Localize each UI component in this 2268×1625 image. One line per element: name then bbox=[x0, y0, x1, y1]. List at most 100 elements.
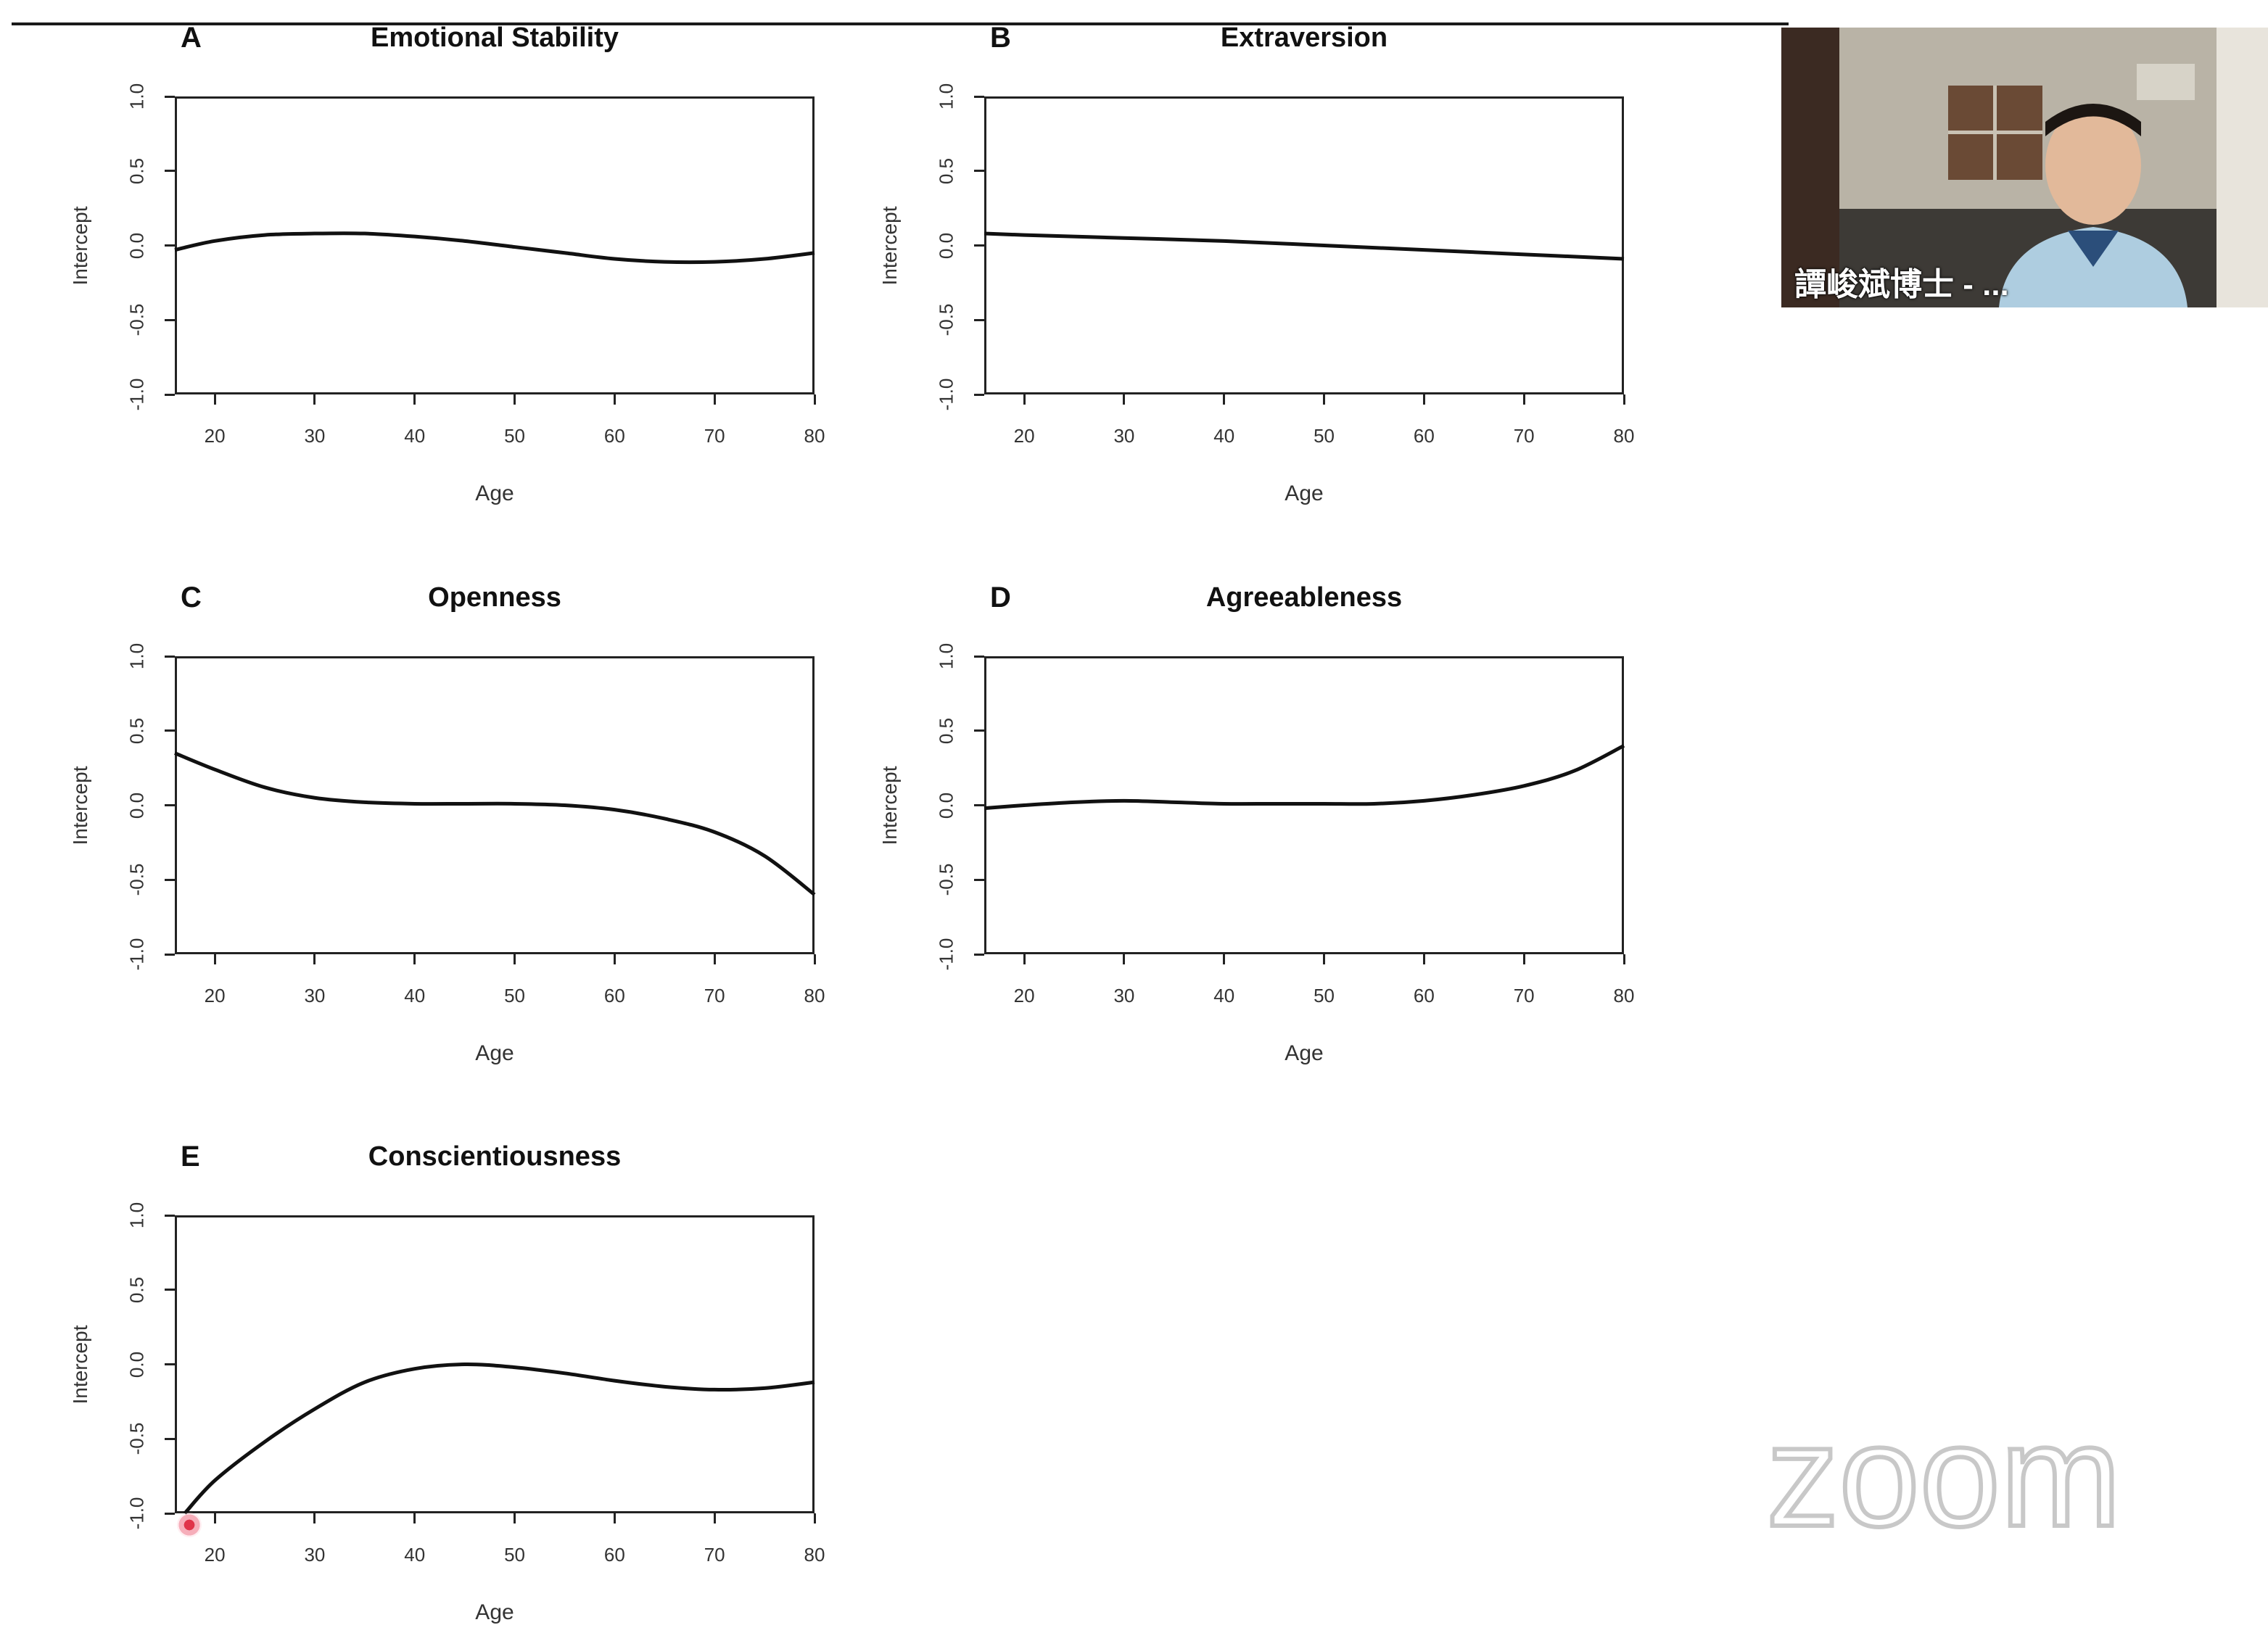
y-tick-mark bbox=[165, 318, 175, 321]
y-tick-mark bbox=[165, 1512, 175, 1515]
x-tick-mark bbox=[514, 1513, 516, 1523]
data-line-conscientiousness bbox=[183, 1362, 815, 1515]
x-tick-label: 70 bbox=[704, 425, 725, 447]
x-tick-label: 20 bbox=[204, 425, 226, 447]
participant-video-tile[interactable]: 譚峻斌博士 - ... bbox=[1781, 28, 2268, 307]
x-tick-label: 70 bbox=[1513, 985, 1535, 1006]
x-tick-mark bbox=[1422, 954, 1425, 964]
x-tick-mark bbox=[1323, 954, 1326, 964]
y-tick-mark bbox=[974, 878, 984, 881]
plot-area-frame bbox=[175, 656, 815, 954]
participant-name-label: 譚峻斌博士 - ... bbox=[1794, 267, 2009, 302]
y-tick-mark bbox=[165, 953, 175, 956]
x-tick-mark bbox=[413, 394, 416, 405]
y-tick-mark bbox=[974, 318, 984, 321]
y-tick-mark bbox=[165, 244, 175, 247]
x-tick-mark bbox=[313, 954, 316, 964]
x-tick-mark bbox=[313, 394, 316, 405]
x-tick-label: 80 bbox=[1613, 425, 1635, 447]
x-tick-mark bbox=[313, 1513, 316, 1523]
y-tick-mark bbox=[165, 729, 175, 732]
panel-title: Emotional Stability bbox=[370, 22, 619, 53]
plot-area-frame bbox=[984, 96, 1624, 394]
svg-text:zoom: zoom bbox=[1766, 1423, 2121, 1539]
x-tick-label: 30 bbox=[1113, 985, 1135, 1006]
x-tick-mark bbox=[213, 954, 216, 964]
panel-letter: E bbox=[181, 1141, 200, 1173]
panel-title: Extraversion bbox=[1220, 22, 1388, 53]
x-tick-mark bbox=[1622, 954, 1625, 964]
x-tick-mark bbox=[1023, 954, 1026, 964]
x-tick-mark bbox=[1023, 394, 1026, 405]
panel-letter: B bbox=[990, 22, 1011, 54]
x-tick-mark bbox=[713, 954, 716, 964]
x-tick-label: 40 bbox=[404, 985, 426, 1006]
x-axis-label: Age bbox=[475, 1041, 514, 1065]
x-tick-label: 80 bbox=[1613, 985, 1635, 1006]
x-tick-mark bbox=[514, 954, 516, 964]
x-tick-label: 50 bbox=[504, 1544, 526, 1566]
x-tick-mark bbox=[413, 954, 416, 964]
y-tick-mark bbox=[165, 878, 175, 881]
x-tick-mark bbox=[1223, 954, 1226, 964]
panel-title: Agreeableness bbox=[1205, 582, 1403, 613]
x-tick-label: 40 bbox=[1213, 985, 1235, 1006]
x-tick-mark bbox=[813, 954, 816, 964]
y-tick-mark bbox=[165, 1289, 175, 1291]
x-tick-label: 50 bbox=[1314, 425, 1335, 447]
y-tick-mark bbox=[974, 953, 984, 956]
x-tick-label: 70 bbox=[1513, 425, 1535, 447]
x-tick-label: 50 bbox=[1314, 985, 1335, 1006]
panel-letter: C bbox=[181, 582, 202, 613]
y-tick-mark bbox=[165, 1363, 175, 1365]
x-tick-mark bbox=[213, 394, 216, 405]
x-tick-label: 40 bbox=[404, 425, 426, 447]
x-tick-mark bbox=[1223, 394, 1226, 405]
x-tick-mark bbox=[1123, 394, 1126, 405]
x-tick-label: 20 bbox=[1013, 425, 1035, 447]
top-divider-line bbox=[12, 22, 1789, 25]
plot-area-frame bbox=[175, 1215, 815, 1513]
data-line-openness bbox=[174, 751, 816, 896]
y-tick-mark bbox=[974, 729, 984, 732]
x-tick-mark bbox=[1522, 954, 1525, 964]
x-tick-label: 60 bbox=[603, 985, 625, 1006]
y-tick-mark bbox=[165, 655, 175, 658]
x-tick-mark bbox=[713, 394, 716, 405]
y-tick-mark bbox=[165, 804, 175, 806]
x-axis-label: Age bbox=[1284, 1041, 1324, 1065]
x-tick-mark bbox=[613, 954, 616, 964]
plot-area-frame bbox=[984, 656, 1624, 954]
x-tick-label: 50 bbox=[504, 425, 526, 447]
x-tick-label: 30 bbox=[304, 985, 326, 1006]
data-line-extraversion bbox=[984, 231, 1625, 261]
x-tick-label: 60 bbox=[603, 425, 625, 447]
x-tick-label: 20 bbox=[204, 1544, 226, 1566]
x-axis-label: Age bbox=[475, 481, 514, 505]
x-tick-label: 80 bbox=[804, 985, 825, 1006]
x-tick-label: 60 bbox=[1413, 985, 1435, 1006]
y-tick-mark bbox=[165, 1437, 175, 1440]
y-tick-mark bbox=[974, 393, 984, 396]
x-tick-mark bbox=[613, 1513, 616, 1523]
x-tick-label: 20 bbox=[204, 985, 226, 1006]
x-tick-label: 80 bbox=[804, 1544, 825, 1566]
x-tick-mark bbox=[813, 1513, 816, 1523]
x-tick-mark bbox=[413, 1513, 416, 1523]
plot-area-frame bbox=[175, 96, 815, 394]
x-tick-label: 60 bbox=[1413, 425, 1435, 447]
x-tick-mark bbox=[813, 394, 816, 405]
panel-letter: A bbox=[181, 22, 202, 54]
x-tick-label: 30 bbox=[304, 425, 326, 447]
x-tick-mark bbox=[213, 1513, 216, 1523]
y-tick-mark bbox=[974, 170, 984, 173]
x-tick-label: 40 bbox=[404, 1544, 426, 1566]
zoom-watermark-logo: zoom bbox=[1764, 1423, 2123, 1539]
x-tick-mark bbox=[613, 394, 616, 405]
y-tick-mark bbox=[165, 170, 175, 173]
x-tick-label: 60 bbox=[603, 1544, 625, 1566]
